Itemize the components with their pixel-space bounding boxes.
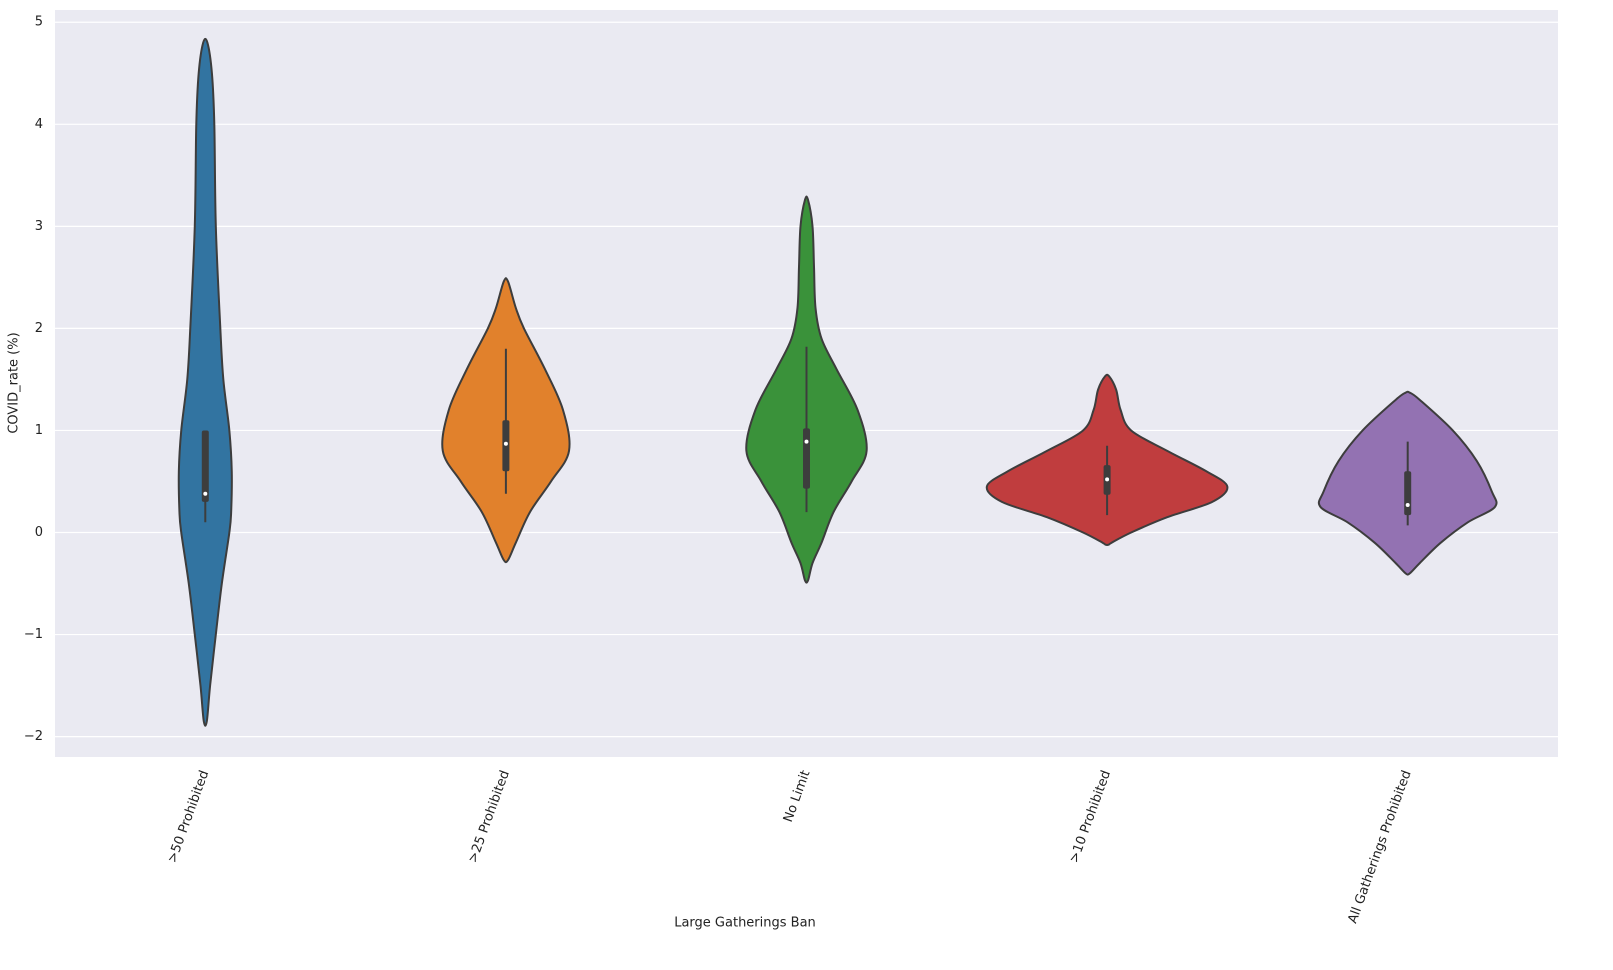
iqr-box xyxy=(1404,471,1412,516)
y-tick-label: 1 xyxy=(35,423,43,438)
y-tick-label: 3 xyxy=(35,219,43,234)
y-tick-label: 5 xyxy=(35,15,43,30)
median xyxy=(804,439,809,444)
median xyxy=(1405,502,1410,507)
y-tick-label: 4 xyxy=(35,117,43,132)
iqr-box xyxy=(803,428,810,489)
x-tick-label: >50 Prohibited xyxy=(165,768,212,865)
x-axis-label: Large Gatherings Ban xyxy=(674,916,816,931)
iqr-box xyxy=(201,430,209,502)
y-tick-label: 0 xyxy=(35,525,43,540)
y-tick-label: −2 xyxy=(24,729,43,744)
x-tick-label: >10 Prohibited xyxy=(1067,768,1114,865)
x-tick-label: All Gatherings Prohibited xyxy=(1345,768,1414,925)
median xyxy=(503,441,508,446)
violin xyxy=(177,37,233,727)
x-tick-label: >25 Prohibited xyxy=(466,768,513,865)
y-tick-label: −1 xyxy=(24,627,43,642)
y-axis-label: COVID_rate (%) xyxy=(7,332,22,433)
y-tick-label: 2 xyxy=(35,321,43,336)
median xyxy=(1105,477,1110,482)
x-tick-label: No Limit xyxy=(781,768,814,824)
median xyxy=(203,491,208,496)
iqr-box xyxy=(502,420,510,472)
